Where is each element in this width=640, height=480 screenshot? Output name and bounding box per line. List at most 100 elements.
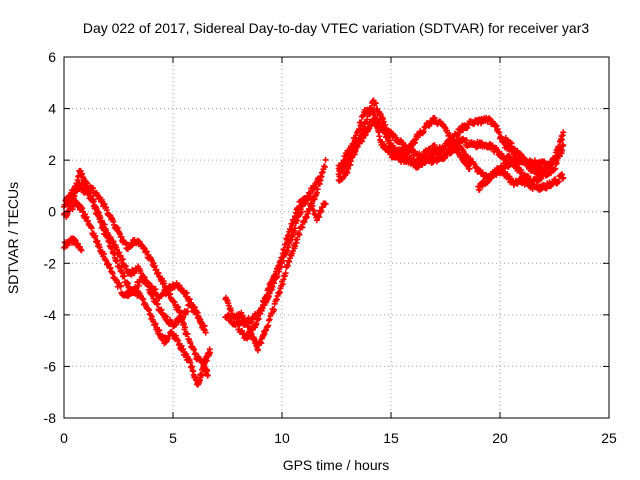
data-point (282, 241, 289, 248)
data-point (141, 274, 148, 281)
data-point (372, 117, 379, 124)
y-tick-label: 6 (48, 49, 56, 65)
data-point (306, 195, 313, 202)
data-point (248, 330, 255, 337)
data-point (555, 178, 562, 185)
data-point (255, 315, 262, 322)
y-tick-label: -4 (44, 307, 57, 323)
data-point (295, 204, 302, 211)
data-point (316, 214, 323, 221)
data-point (281, 247, 288, 254)
data-point (298, 209, 305, 216)
data-point (463, 137, 470, 144)
x-tick-label: 5 (169, 430, 177, 446)
series-track-8 (235, 193, 329, 342)
series-track-13 (475, 165, 567, 193)
data-point (544, 162, 551, 169)
chart-title: Day 022 of 2017, Sidereal Day-to-day VTE… (83, 20, 589, 36)
data-point (87, 189, 94, 196)
data-points (61, 97, 567, 388)
data-point (271, 306, 278, 313)
data-point (183, 289, 190, 296)
x-tick-label: 10 (274, 430, 290, 446)
y-tick-label: 2 (48, 152, 56, 168)
data-point (207, 349, 214, 356)
data-point (364, 116, 371, 123)
data-point (181, 324, 188, 331)
data-point (98, 219, 105, 226)
data-point (467, 155, 474, 162)
data-point (560, 129, 567, 136)
x-axis-title: GPS time / hours (283, 457, 390, 473)
data-point (117, 283, 124, 290)
data-point (259, 304, 266, 311)
data-point (154, 300, 161, 307)
data-point (152, 286, 159, 293)
series-track-12 (335, 114, 551, 176)
data-point (518, 151, 525, 158)
data-point (282, 270, 289, 277)
data-point (299, 224, 306, 231)
data-point (556, 144, 563, 151)
data-point (265, 286, 272, 293)
data-point (74, 182, 81, 189)
x-tick-label: 0 (60, 430, 68, 446)
data-point (354, 143, 361, 150)
data-point (322, 200, 329, 207)
data-point (180, 321, 187, 328)
data-point (466, 165, 473, 172)
data-point (152, 320, 159, 327)
data-point (358, 119, 365, 126)
data-point (198, 372, 205, 379)
data-point (72, 185, 79, 192)
grid (64, 57, 609, 418)
data-point (296, 231, 303, 238)
axis-ticks: 0 5 10 15 20 25 -8 -6 -4 -2 0 2 4 6 (44, 49, 617, 446)
data-point (525, 173, 532, 180)
data-point (356, 126, 363, 133)
data-point (265, 322, 272, 329)
data-point (119, 256, 126, 263)
data-point (94, 237, 101, 244)
data-point (287, 226, 294, 233)
data-point (255, 347, 262, 354)
data-point (321, 163, 328, 170)
series-track-4 (61, 167, 214, 388)
data-point (476, 186, 483, 193)
data-point (372, 100, 379, 107)
data-point (184, 330, 191, 337)
y-tick-label: -6 (44, 358, 57, 374)
data-point (380, 118, 387, 125)
data-point (303, 214, 310, 221)
series-track-5 (61, 235, 85, 254)
data-point (192, 350, 199, 357)
data-point (114, 257, 121, 264)
data-point (121, 273, 128, 280)
data-point (284, 262, 291, 269)
data-point (427, 155, 434, 162)
data-point (322, 156, 329, 163)
data-point (292, 243, 299, 250)
data-point (553, 160, 560, 167)
data-point (560, 142, 567, 149)
y-tick-label: -2 (44, 255, 57, 271)
data-point (318, 173, 325, 180)
y-axis-title: SDTVAR / TECUs (5, 182, 21, 294)
data-point (352, 148, 359, 155)
data-point (180, 346, 187, 353)
data-point (202, 329, 209, 336)
data-point (526, 161, 533, 168)
data-point (143, 248, 150, 255)
y-tick-label: 0 (48, 204, 56, 220)
data-point (245, 323, 252, 330)
series-track-14 (501, 135, 560, 179)
data-point (92, 232, 99, 239)
data-point (560, 174, 567, 181)
data-point (70, 203, 77, 210)
data-point (496, 129, 503, 136)
plot-frame (63, 56, 610, 419)
series-track-3 (65, 181, 209, 336)
data-point (257, 310, 264, 317)
data-point (88, 225, 95, 232)
